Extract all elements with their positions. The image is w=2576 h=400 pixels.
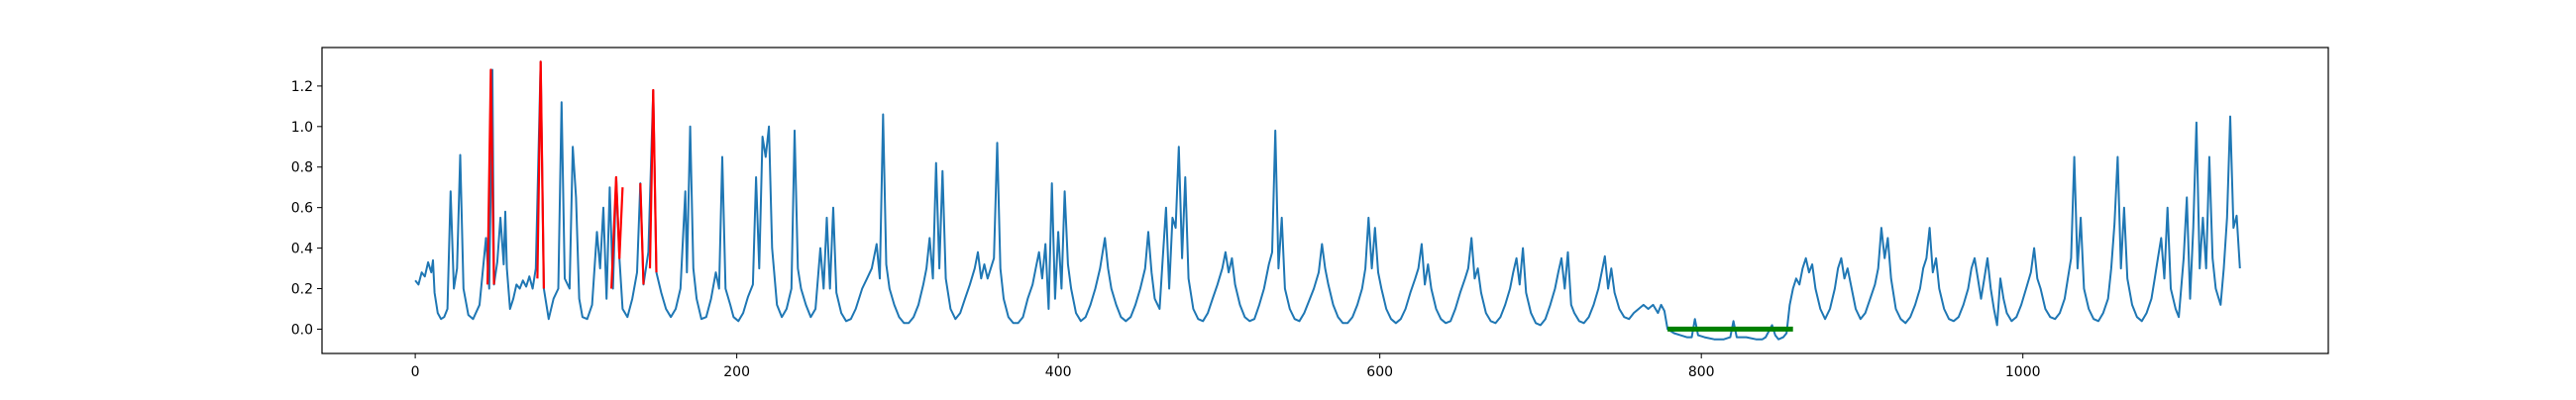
x-tick-label: 200 xyxy=(723,364,750,380)
x-tick-label: 0 xyxy=(411,364,420,380)
x-tick-label: 1000 xyxy=(2005,364,2041,380)
y-tick-label: 1.0 xyxy=(291,120,313,136)
series-line-0 xyxy=(414,60,2241,341)
plot-frame xyxy=(321,47,2329,354)
series-segment-1-2 xyxy=(610,175,624,289)
x-tick-label: 400 xyxy=(1045,364,1072,380)
x-tick-label: 600 xyxy=(1366,364,1393,380)
series-segment-1-4 xyxy=(648,88,658,273)
series-segment-1-0 xyxy=(486,68,495,285)
series-segment-1-3 xyxy=(639,183,645,285)
series-segment-1-1 xyxy=(536,60,545,289)
y-tick-label: 0.6 xyxy=(291,201,313,217)
y-tick-label: 0.2 xyxy=(291,282,313,298)
y-tick-label: 1.2 xyxy=(291,79,313,95)
x-tick-label: 800 xyxy=(1688,364,1715,380)
y-tick-label: 0.0 xyxy=(291,322,313,338)
y-tick-label: 0.4 xyxy=(291,242,313,257)
y-tick-label: 0.8 xyxy=(291,160,313,176)
